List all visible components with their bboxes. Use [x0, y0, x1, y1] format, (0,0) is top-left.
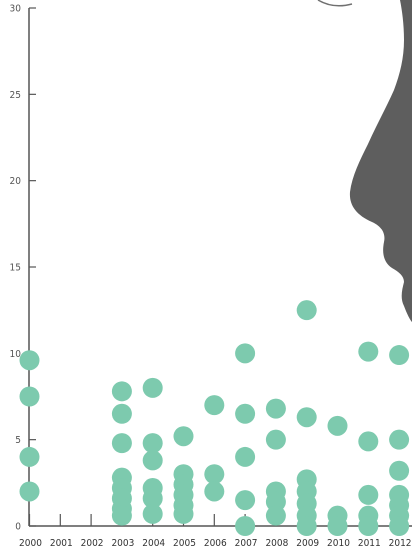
x-tick-label: 2011	[358, 538, 381, 549]
head-silhouette	[350, 0, 412, 322]
y-tick-label: 25	[10, 90, 21, 101]
x-tick-label: 2004	[142, 538, 165, 549]
data-point	[389, 430, 409, 450]
data-point	[266, 506, 286, 526]
data-point	[358, 431, 378, 451]
data-point	[112, 404, 132, 424]
x-tick-label: 2005	[173, 538, 196, 549]
x-tick-label: 2002	[81, 538, 104, 549]
data-point	[235, 516, 255, 536]
data-point	[174, 504, 194, 524]
y-tick-label: 15	[10, 263, 21, 274]
x-tick-label: 2009	[296, 538, 319, 549]
x-tick-label: 2001	[50, 538, 73, 549]
y-tick-label: 5	[15, 435, 21, 446]
data-point	[204, 464, 224, 484]
data-point	[235, 343, 255, 363]
x-tick-label: 2000	[19, 538, 42, 549]
data-point	[297, 300, 317, 320]
data-point	[20, 387, 40, 407]
x-tick-label: 2006	[204, 538, 227, 549]
data-point	[20, 447, 40, 467]
data-point	[235, 490, 255, 510]
data-point	[143, 450, 163, 470]
speech-bubble-outline	[318, 0, 352, 6]
data-points	[20, 300, 410, 536]
y-tick-label: 10	[10, 349, 22, 360]
y-tick-label: 30	[10, 4, 22, 15]
data-point	[297, 516, 317, 536]
data-point	[174, 426, 194, 446]
data-point	[112, 381, 132, 401]
data-point	[358, 342, 378, 362]
data-point	[358, 516, 378, 536]
data-point	[20, 481, 40, 501]
data-point	[143, 378, 163, 398]
data-point	[389, 516, 409, 536]
data-point	[235, 404, 255, 424]
data-point	[389, 461, 409, 481]
data-point	[20, 350, 40, 370]
data-point	[297, 407, 317, 427]
data-point	[143, 433, 163, 453]
x-tick-label: 2010	[327, 538, 350, 549]
x-tick-label: 2012	[389, 538, 412, 549]
data-point	[328, 416, 348, 436]
x-tick-label: 2008	[265, 538, 288, 549]
data-point	[389, 345, 409, 365]
y-tick-label: 0	[15, 522, 21, 533]
x-tick-label: 2003	[111, 538, 134, 549]
face-silhouette-icon	[318, 0, 412, 322]
y-tick-label: 20	[10, 176, 22, 187]
data-point	[112, 506, 132, 526]
data-point	[266, 430, 286, 450]
data-point	[328, 516, 348, 536]
x-tick-label: 2007	[235, 538, 258, 549]
data-point	[204, 481, 224, 501]
data-point	[266, 399, 286, 419]
data-point	[143, 504, 163, 524]
data-point	[112, 433, 132, 453]
data-point	[204, 395, 224, 415]
data-point	[235, 447, 255, 467]
data-point	[358, 485, 378, 505]
